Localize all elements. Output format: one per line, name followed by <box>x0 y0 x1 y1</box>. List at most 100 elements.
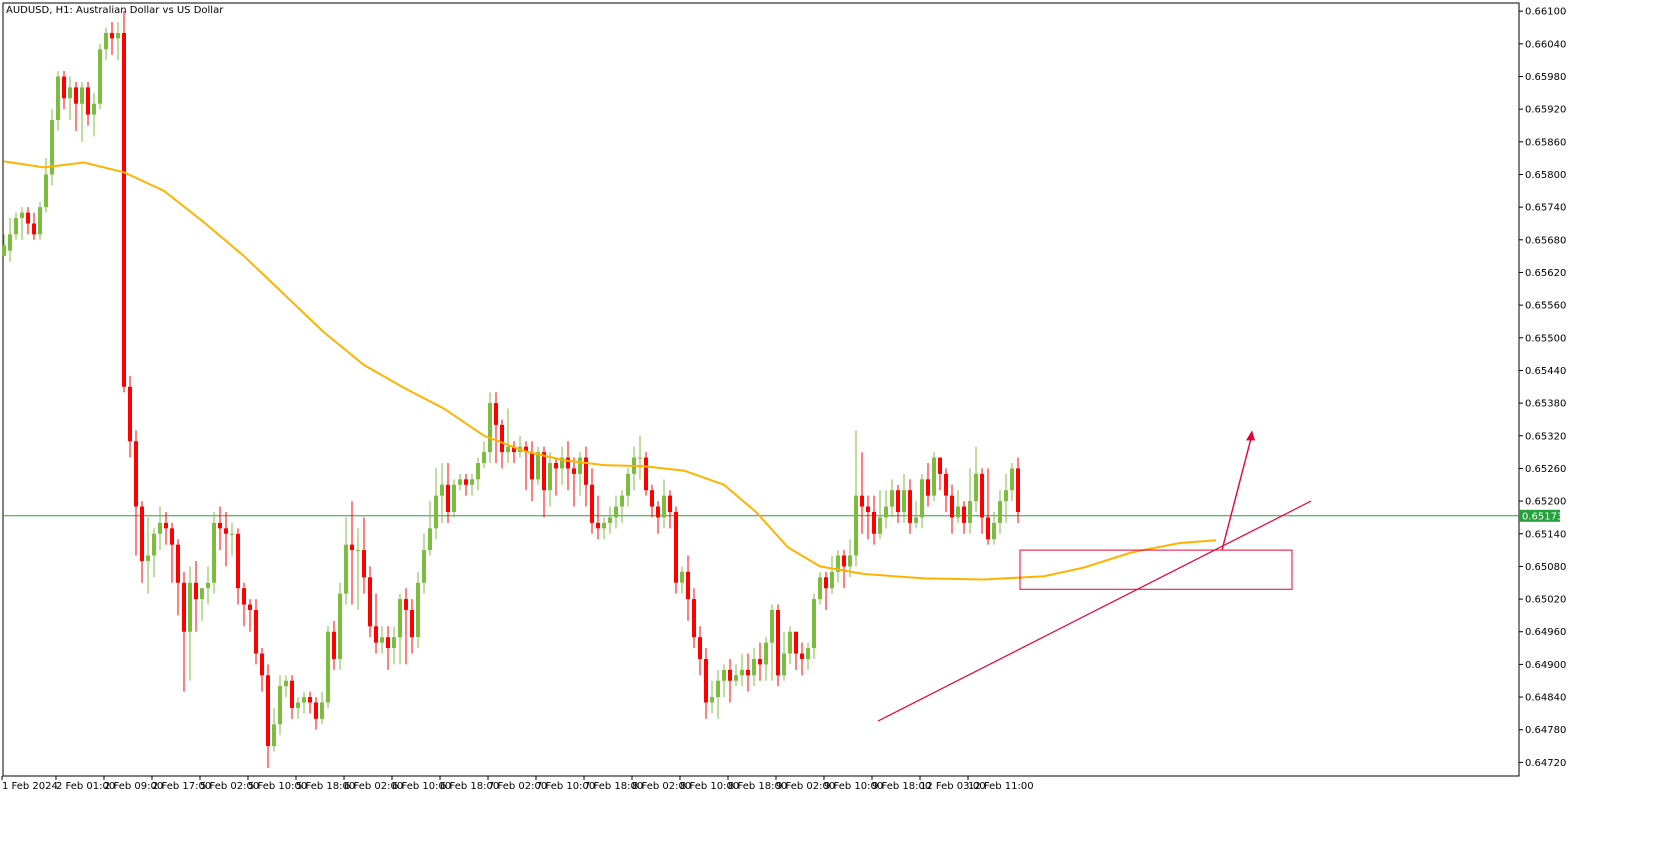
candle <box>446 462 450 523</box>
candle <box>398 593 402 665</box>
candle <box>812 593 816 659</box>
candle <box>578 452 582 496</box>
candle-body <box>722 669 726 681</box>
candle-body <box>932 457 936 496</box>
candle-body <box>44 174 48 208</box>
candle <box>92 92 96 137</box>
candle <box>836 550 840 583</box>
candle-body <box>482 452 486 463</box>
candle <box>470 473 474 496</box>
x-tick-label: 5 Feb 02:00 <box>200 781 259 792</box>
y-tick-label: 0.65920 <box>1525 105 1566 116</box>
candle-body <box>14 218 18 235</box>
candle-body <box>818 577 822 600</box>
candle <box>74 81 78 131</box>
support-trendline <box>877 500 1312 722</box>
y-tick-label: 0.65200 <box>1525 497 1566 508</box>
candle <box>530 441 534 502</box>
candle-body <box>956 506 960 518</box>
candle-body <box>968 501 972 523</box>
candle-body <box>572 468 576 474</box>
candle <box>476 457 480 491</box>
candle-body <box>710 697 714 703</box>
candle-body <box>122 32 126 387</box>
x-tick-label: 5 Feb 10:00 <box>248 781 307 792</box>
plot-frame <box>2 2 1520 777</box>
candle <box>770 604 774 681</box>
candle <box>890 479 894 518</box>
candle-body <box>848 555 852 567</box>
candle <box>884 490 888 529</box>
candle-body <box>596 522 600 529</box>
candle <box>686 555 690 621</box>
candle-body <box>32 223 36 235</box>
candle <box>542 446 546 518</box>
candle-body <box>992 522 996 540</box>
candle <box>752 648 756 687</box>
candle <box>776 604 780 687</box>
candle <box>902 473 906 523</box>
candle <box>290 675 294 719</box>
candle-body <box>884 506 888 518</box>
candle-body <box>782 653 786 676</box>
candle-body <box>266 675 270 747</box>
candle <box>926 462 930 507</box>
candle <box>602 517 606 540</box>
candle <box>668 490 672 529</box>
candle-body <box>674 511 678 583</box>
candle-body <box>440 484 444 496</box>
candle-body <box>692 599 696 638</box>
candle <box>764 637 768 681</box>
candle-body <box>626 473 630 496</box>
candle <box>596 495 600 540</box>
candle-body <box>344 544 348 594</box>
candle <box>914 501 918 529</box>
candle <box>134 430 138 556</box>
candle-body <box>908 490 912 523</box>
candle <box>272 707 276 752</box>
candle-body <box>110 32 114 39</box>
candle-body <box>872 511 876 534</box>
candle <box>626 468 630 507</box>
x-tick-label: 9 Feb 10:00 <box>824 781 883 792</box>
candle <box>326 626 330 708</box>
candle <box>356 528 360 610</box>
candle-body <box>434 495 438 529</box>
candle <box>638 435 642 480</box>
candle <box>500 419 504 469</box>
candle-body <box>974 473 978 502</box>
candle <box>20 207 24 240</box>
x-tick-label: 2 Feb 17:00 <box>152 781 211 792</box>
candle-body <box>284 680 288 687</box>
candle <box>548 452 552 507</box>
candle <box>608 506 612 534</box>
candle <box>182 571 186 692</box>
candle-body <box>938 457 942 474</box>
y-tick-label: 0.65140 <box>1525 529 1566 540</box>
y-tick-label: 0.65680 <box>1525 235 1566 246</box>
candle <box>302 691 306 714</box>
candle-body <box>920 479 924 518</box>
candle-body <box>338 593 342 659</box>
candle <box>50 109 54 186</box>
candle <box>320 691 324 725</box>
y-tick-label: 0.64900 <box>1525 660 1566 671</box>
candle-body <box>746 669 750 676</box>
candle-body <box>80 87 84 104</box>
candle-body <box>944 473 948 496</box>
candle <box>572 457 576 507</box>
candle-body <box>668 495 672 512</box>
candle-body <box>50 120 54 175</box>
candle <box>698 626 702 676</box>
x-tick-label: 8 Feb 10:00 <box>680 781 739 792</box>
candle <box>512 441 516 463</box>
candle <box>656 501 660 534</box>
candle <box>260 648 264 692</box>
candle-body <box>410 609 414 638</box>
candle <box>506 408 510 463</box>
candle <box>8 218 12 262</box>
candle-body <box>566 457 570 469</box>
candle <box>1004 473 1008 523</box>
candle-body <box>116 32 120 39</box>
